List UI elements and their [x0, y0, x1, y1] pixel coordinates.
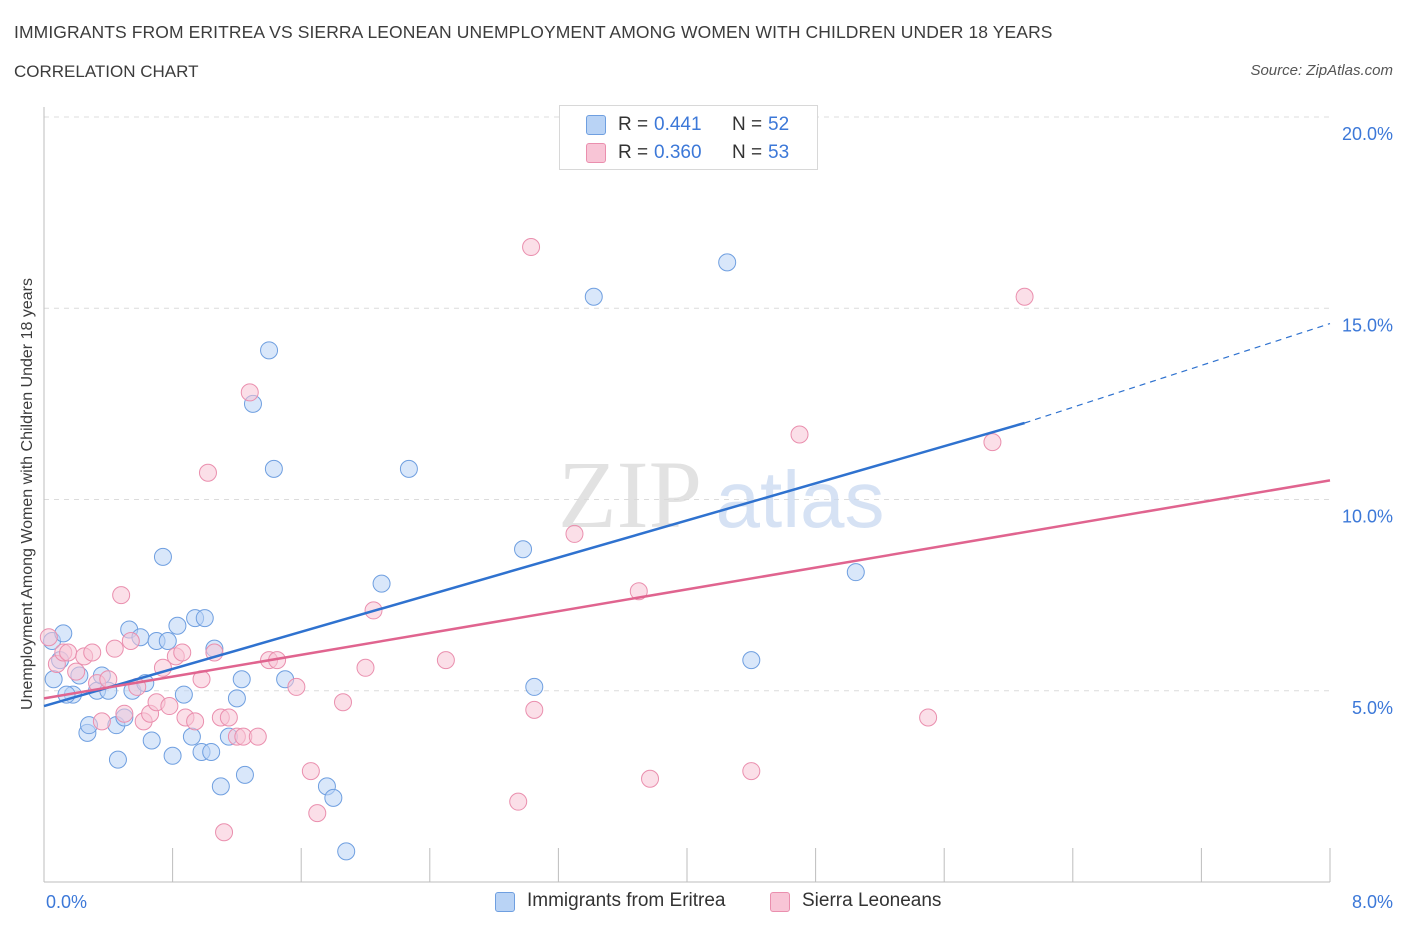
r-value-eritrea: 0.441: [654, 114, 702, 135]
points-layer: [39, 238, 1034, 861]
chart-title: IMMIGRANTS FROM ERITREA VS SIERRA LEONEA…: [14, 22, 1053, 42]
sierra-point: [198, 463, 217, 482]
legend-label-eritrea: Immigrants from Eritrea: [527, 890, 726, 911]
eritrea-point: [232, 670, 251, 689]
sierra-point: [308, 804, 327, 823]
eritrea-point: [108, 750, 127, 769]
y-tick-label: 20.0%: [1342, 124, 1393, 144]
eritrea-point: [211, 777, 230, 796]
sierra-point: [186, 712, 205, 731]
eritrea-point: [235, 765, 254, 784]
axis-layer: [43, 107, 1331, 883]
sierra-point: [790, 425, 809, 444]
eritrea-point: [182, 727, 201, 746]
sierra-point: [301, 762, 320, 781]
sierra-point: [105, 639, 124, 658]
zipatlas-watermark: ZIP atlas: [558, 441, 884, 548]
legend-swatch-sierra: [770, 892, 790, 912]
r-label: R =: [618, 142, 649, 163]
eritrea-point: [142, 731, 161, 750]
sierra-point: [121, 632, 140, 651]
sierra-point: [248, 727, 267, 746]
grid-layer: [44, 116, 1330, 692]
sierra-point: [160, 697, 179, 716]
sierra-point: [742, 762, 761, 781]
eritrea-point: [337, 842, 356, 861]
sierra-point: [67, 662, 86, 681]
y-tick-label: 15.0%: [1342, 315, 1393, 335]
tick-label-layer: 5.0% 10.0% 15.0% 20.0% 0.0% 8.0%: [46, 124, 1393, 912]
sierra-point: [219, 708, 238, 727]
eritrea-point: [227, 689, 246, 708]
sierra-point: [240, 383, 259, 402]
r-label: R =: [618, 114, 649, 135]
sierra-point: [112, 586, 131, 605]
r-value-sierra: 0.360: [654, 142, 702, 163]
sierra-point: [436, 651, 455, 670]
eritrea-point: [399, 459, 418, 478]
eritrea-point: [163, 746, 182, 765]
eritrea-point: [372, 574, 391, 593]
eritrea-trend-line: [43, 421, 1025, 708]
n-label: N =: [732, 114, 763, 135]
x-tick-label: 0.0%: [46, 892, 87, 912]
sierra-point: [641, 769, 660, 788]
n-value-eritrea: 52: [768, 114, 790, 135]
n-value-sierra: 53: [768, 142, 790, 163]
trend-layer: [43, 322, 1331, 708]
sierra-point: [919, 708, 938, 727]
eritrea-swatch: [586, 115, 606, 135]
sierra-point: [509, 792, 528, 811]
sierra-swatch: [586, 143, 606, 163]
sierra-point: [115, 704, 134, 723]
eritrea-point: [584, 287, 603, 306]
sierra-point: [983, 433, 1002, 452]
sierra-point: [525, 700, 544, 719]
eritrea-point: [742, 651, 761, 670]
sierra-point: [356, 658, 375, 677]
eritrea-point: [260, 341, 279, 360]
eritrea-point: [202, 742, 221, 761]
sierra-point: [287, 677, 306, 696]
eritrea-point: [195, 609, 214, 628]
chart-subtitle: CORRELATION CHART: [14, 62, 199, 81]
source-credit: Source: ZipAtlas.com: [1250, 62, 1393, 79]
sierra-point: [522, 238, 541, 257]
x-tick-label: 8.0%: [1352, 892, 1393, 912]
sierra-point: [333, 693, 352, 712]
sierra-point: [215, 823, 234, 842]
sierra-point: [173, 643, 192, 662]
eritrea-point: [718, 253, 737, 272]
sierra-point: [565, 524, 584, 543]
eritrea-point: [264, 459, 283, 478]
y-tick-label: 5.0%: [1352, 698, 1393, 718]
sierra-point: [92, 712, 111, 731]
eritrea-trend-extension: [1024, 322, 1331, 424]
eritrea-point: [158, 632, 177, 651]
eritrea-point: [324, 788, 343, 807]
n-label: N =: [732, 142, 763, 163]
watermark-atlas: atlas: [716, 455, 885, 544]
sierra-point: [1015, 287, 1034, 306]
eritrea-point: [525, 677, 544, 696]
sierra-trend-line: [43, 479, 1331, 700]
eritrea-point: [174, 685, 193, 704]
sierra-point: [59, 643, 78, 662]
legend-label-sierra: Sierra Leoneans: [802, 890, 942, 911]
eritrea-point: [514, 540, 533, 559]
eritrea-point: [44, 670, 63, 689]
legend-swatch-eritrea: [495, 892, 515, 912]
sierra-point: [39, 628, 58, 647]
sierra-point: [83, 643, 102, 662]
eritrea-point: [168, 616, 187, 635]
stats-box: R = 0.441 N = 52 R = 0.360 N = 53: [559, 105, 818, 170]
y-tick-label: 10.0%: [1342, 507, 1393, 527]
eritrea-point: [153, 547, 172, 566]
eritrea-point: [846, 563, 865, 582]
sierra-point: [629, 582, 648, 601]
